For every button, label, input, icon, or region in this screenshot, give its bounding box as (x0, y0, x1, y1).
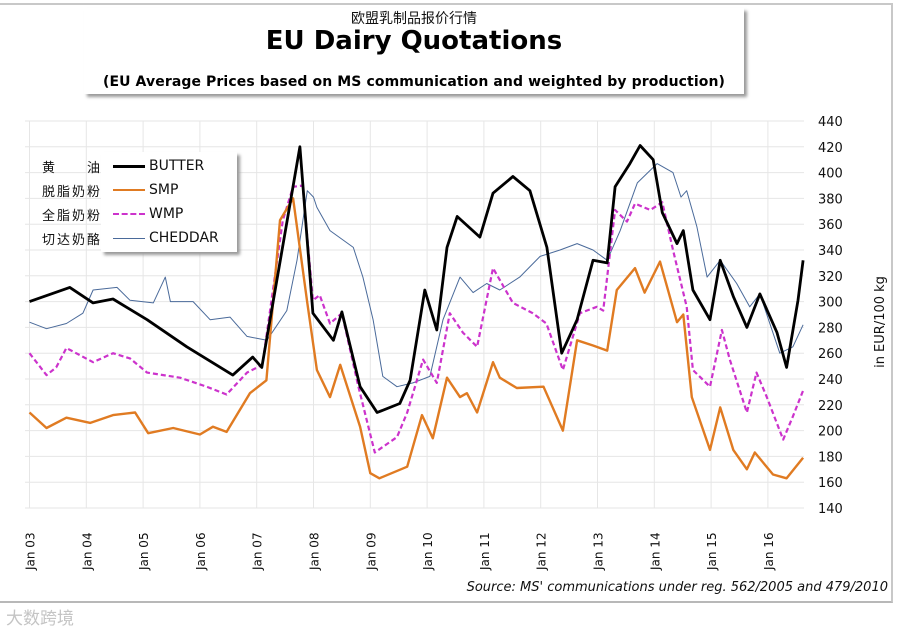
y-tick-label: 360 (818, 218, 843, 233)
y-tick-label: 420 (818, 141, 843, 156)
x-axis-ticks: Jan 03 Jan 04 Jan 05 Jan 06 Jan 07 Jan 08 Jan … (24, 532, 776, 571)
legend-label: BUTTER (149, 158, 205, 174)
chart-subtitle: (EU Average Prices based on MS communica… (102, 74, 726, 90)
y-tick-label: 200 (818, 425, 843, 440)
x-tick-label: Jan 09 (364, 532, 378, 571)
x-tick-label: Jan 13 (592, 532, 606, 571)
source-note: Source: MS' communications under reg. 56… (466, 580, 888, 595)
x-tick-label: Jan 12 (535, 532, 549, 571)
watermark-logo: 大数跨境 (6, 609, 74, 629)
legend-swatch (113, 213, 145, 215)
legend: BUTTER SMP WMP CHEDDAR (101, 152, 237, 252)
series-line-cheddar (29, 163, 804, 388)
legend-cn-label: 全脂奶粉 (42, 209, 103, 224)
series-lines (28, 144, 805, 480)
y-tick-label: 180 (818, 450, 843, 465)
legend-item-cheddar: CHEDDAR (101, 227, 219, 249)
series-line-butter (29, 144, 805, 414)
chart-title: EU Dairy Quotations (265, 26, 563, 56)
x-tick-label: Jan 06 (194, 532, 208, 571)
x-tick-label: Jan 15 (705, 532, 719, 571)
legend-cn-label: 脱脂奶粉 (42, 185, 103, 200)
y-tick-label: 240 (818, 373, 843, 388)
x-tick-label: Jan 08 (308, 532, 322, 571)
y-tick-label: 220 (818, 399, 843, 414)
y-axis-ticks: 140 160 180 200 220 240 260 280 300 320 340 360 380 4… (818, 115, 843, 517)
legend-swatch (113, 164, 145, 168)
x-tick-label: Jan 07 (251, 532, 265, 571)
legend-item-butter: BUTTER (101, 155, 204, 177)
legend-cn-label: 切达奶酪 (42, 233, 103, 248)
x-tick-label: Jan 05 (137, 532, 151, 571)
legend-label: WMP (149, 206, 184, 222)
y-tick-label: 260 (818, 347, 843, 362)
x-tick-label: Jan 10 (421, 532, 435, 571)
legend-label: SMP (149, 182, 179, 198)
x-tick-label: Jan 11 (478, 532, 492, 571)
y-tick-label: 340 (818, 244, 843, 259)
legend-label: CHEDDAR (149, 230, 219, 246)
y-axis-label: in EUR/100 kg (873, 276, 888, 368)
x-tick-label: Jan 03 (24, 532, 38, 571)
legend-swatch (113, 189, 145, 191)
legend-swatch (113, 237, 145, 239)
legend-item-smp: SMP (101, 179, 178, 201)
y-tick-label: 320 (818, 270, 843, 285)
legend-cn-label: 黄 油 (42, 161, 103, 176)
y-tick-label: 140 (818, 502, 843, 517)
y-tick-label: 380 (818, 192, 843, 207)
series-line-wmp (28, 184, 805, 454)
y-tick-label: 300 (818, 296, 843, 311)
series-line-smp (28, 197, 805, 480)
y-tick-label: 400 (818, 167, 843, 182)
x-tick-label: Jan 14 (648, 532, 662, 571)
title-box: 欧盟乳制品报价行情 EU Dairy Quotations (EU Averag… (84, 8, 744, 94)
y-tick-label: 160 (818, 476, 843, 491)
chinese-title: 欧盟乳制品报价行情 (351, 11, 477, 27)
legend-item-wmp: WMP (101, 203, 183, 225)
chart-frame (0, 3, 893, 603)
x-tick-label: Jan 16 (762, 532, 776, 571)
x-tick-label: Jan 04 (80, 532, 94, 571)
y-tick-label: 440 (818, 115, 843, 130)
y-tick-label: 280 (818, 321, 843, 336)
